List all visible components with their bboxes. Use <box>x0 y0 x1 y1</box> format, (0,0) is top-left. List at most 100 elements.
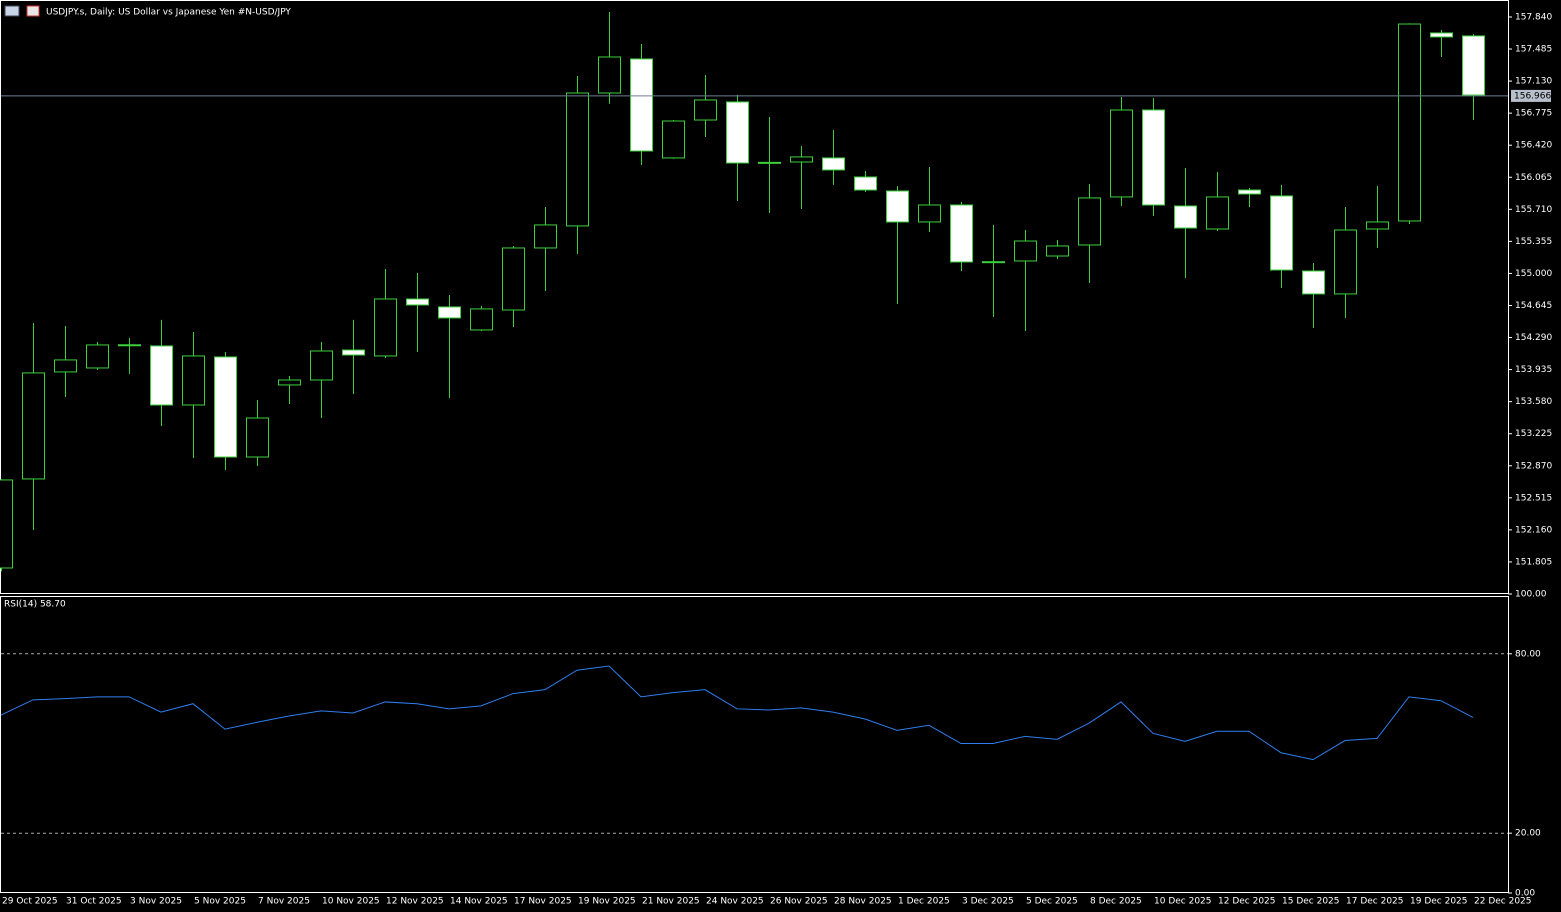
x-tick-label: 7 Nov 2025 <box>258 897 310 907</box>
candle-body <box>182 355 205 406</box>
x-tick-label: 1 Dec 2025 <box>898 897 950 907</box>
candle-body <box>278 379 301 386</box>
x-tick-label: 19 Nov 2025 <box>578 897 636 907</box>
x-tick-label: 10 Nov 2025 <box>322 897 380 907</box>
x-tick-label: 15 Dec 2025 <box>1282 897 1340 907</box>
y-tick-label: 155.710 <box>1515 205 1552 215</box>
x-tick-label: 22 Dec 2025 <box>1474 897 1532 907</box>
candle-body <box>150 345 173 406</box>
candle-body <box>54 359 77 373</box>
candle-body <box>374 298 397 357</box>
chart-title: USDJPY.s, Daily: US Dollar vs Japanese Y… <box>46 8 291 18</box>
candle-body <box>1078 197 1101 246</box>
y-tick-label: 153.580 <box>1515 397 1552 407</box>
x-tick-label: 24 Nov 2025 <box>706 897 764 907</box>
x-tick-label: 3 Nov 2025 <box>130 897 182 907</box>
candle-body <box>310 350 333 381</box>
candle-body <box>662 120 685 159</box>
candle-body <box>726 101 749 164</box>
candle-body <box>1270 195 1293 271</box>
candle-body <box>0 479 13 569</box>
x-tick-label: 31 Oct 2025 <box>66 897 122 907</box>
candle-body <box>758 161 781 164</box>
candle-body <box>1430 32 1453 38</box>
y-tick-label: 155.355 <box>1515 237 1552 247</box>
candle-body <box>1302 270 1325 295</box>
rsi-panel-border <box>0 596 1509 893</box>
candle-body <box>1238 189 1261 195</box>
x-tick-label: 17 Dec 2025 <box>1346 897 1404 907</box>
candle-body <box>246 417 269 458</box>
y-tick-label: 153.935 <box>1515 365 1552 375</box>
y-tick-label: 157.130 <box>1515 77 1552 87</box>
candle-body <box>502 247 525 311</box>
candle-body <box>854 176 877 191</box>
x-tick-label: 12 Dec 2025 <box>1218 897 1276 907</box>
candle-body <box>118 344 141 347</box>
candle-body <box>598 56 621 94</box>
candle-body <box>1014 240 1037 262</box>
candle-body <box>1366 221 1389 230</box>
candle-body <box>790 156 813 163</box>
candle-body <box>822 157 845 171</box>
y-tick-label: 156.420 <box>1515 141 1552 151</box>
x-tick-label: 17 Nov 2025 <box>514 897 572 907</box>
candle-body <box>1142 109 1165 206</box>
y-tick-label: 156.775 <box>1515 109 1552 119</box>
y-tick-label: 80.00 <box>1515 649 1541 659</box>
x-tick-label: 12 Nov 2025 <box>386 897 444 907</box>
y-tick-label: 155.000 <box>1515 269 1552 279</box>
y-tick-label: 151.805 <box>1515 557 1552 567</box>
x-tick-label: 10 Dec 2025 <box>1154 897 1212 907</box>
x-tick-label: 19 Dec 2025 <box>1410 897 1468 907</box>
y-tick-label: 100.00 <box>1515 590 1547 600</box>
y-tick-label: 152.870 <box>1515 461 1552 471</box>
x-tick-label: 29 Oct 2025 <box>2 897 58 907</box>
candle-body <box>982 261 1005 264</box>
indicator-title: RSI(14) 58.70 <box>4 600 66 610</box>
main-panel-border <box>0 0 1509 594</box>
candle-body <box>470 308 493 331</box>
rsi-line <box>0 665 1474 761</box>
icon <box>4 5 20 17</box>
candle-body <box>630 58 653 152</box>
candle-body <box>1174 205 1197 229</box>
x-tick-label: 8 Dec 2025 <box>1090 897 1142 907</box>
y-tick-label: 154.645 <box>1515 301 1552 311</box>
y-tick-label: 152.515 <box>1515 493 1552 503</box>
candle-body <box>918 204 941 223</box>
current-price-box <box>1511 89 1551 102</box>
candle-body <box>1110 109 1133 198</box>
candle-body <box>950 204 973 263</box>
current-price-label: 156.966 <box>1514 91 1551 101</box>
y-tick-label: 0.00 <box>1515 889 1535 899</box>
candle-body <box>342 349 365 356</box>
x-tick-label: 5 Nov 2025 <box>194 897 246 907</box>
candle-body <box>534 224 557 249</box>
candle-body <box>1046 245 1069 257</box>
y-tick-label: 20.00 <box>1515 829 1541 839</box>
candle-body <box>1398 23 1421 222</box>
icon <box>26 5 40 17</box>
candle-body <box>406 298 429 306</box>
x-tick-label: 14 Nov 2025 <box>450 897 508 907</box>
x-tick-label: 5 Dec 2025 <box>1026 897 1078 907</box>
candle-body <box>438 306 461 319</box>
y-tick-label: 153.225 <box>1515 429 1552 439</box>
x-tick-label: 3 Dec 2025 <box>962 897 1014 907</box>
x-tick-label: 26 Nov 2025 <box>770 897 828 907</box>
x-tick-label: 28 Nov 2025 <box>834 897 892 907</box>
candle-body <box>886 190 909 223</box>
candle-body <box>1206 196 1229 230</box>
plot-area <box>0 12 1508 834</box>
candle-body <box>214 356 237 458</box>
y-tick-label: 157.485 <box>1515 45 1552 55</box>
y-tick-label: 157.840 <box>1515 12 1552 22</box>
y-tick-label: 152.160 <box>1515 525 1552 535</box>
y-tick-label: 154.290 <box>1515 333 1552 343</box>
x-tick-label: 21 Nov 2025 <box>642 897 700 907</box>
candle-body <box>566 92 589 227</box>
y-tick-label: 156.065 <box>1515 173 1552 183</box>
